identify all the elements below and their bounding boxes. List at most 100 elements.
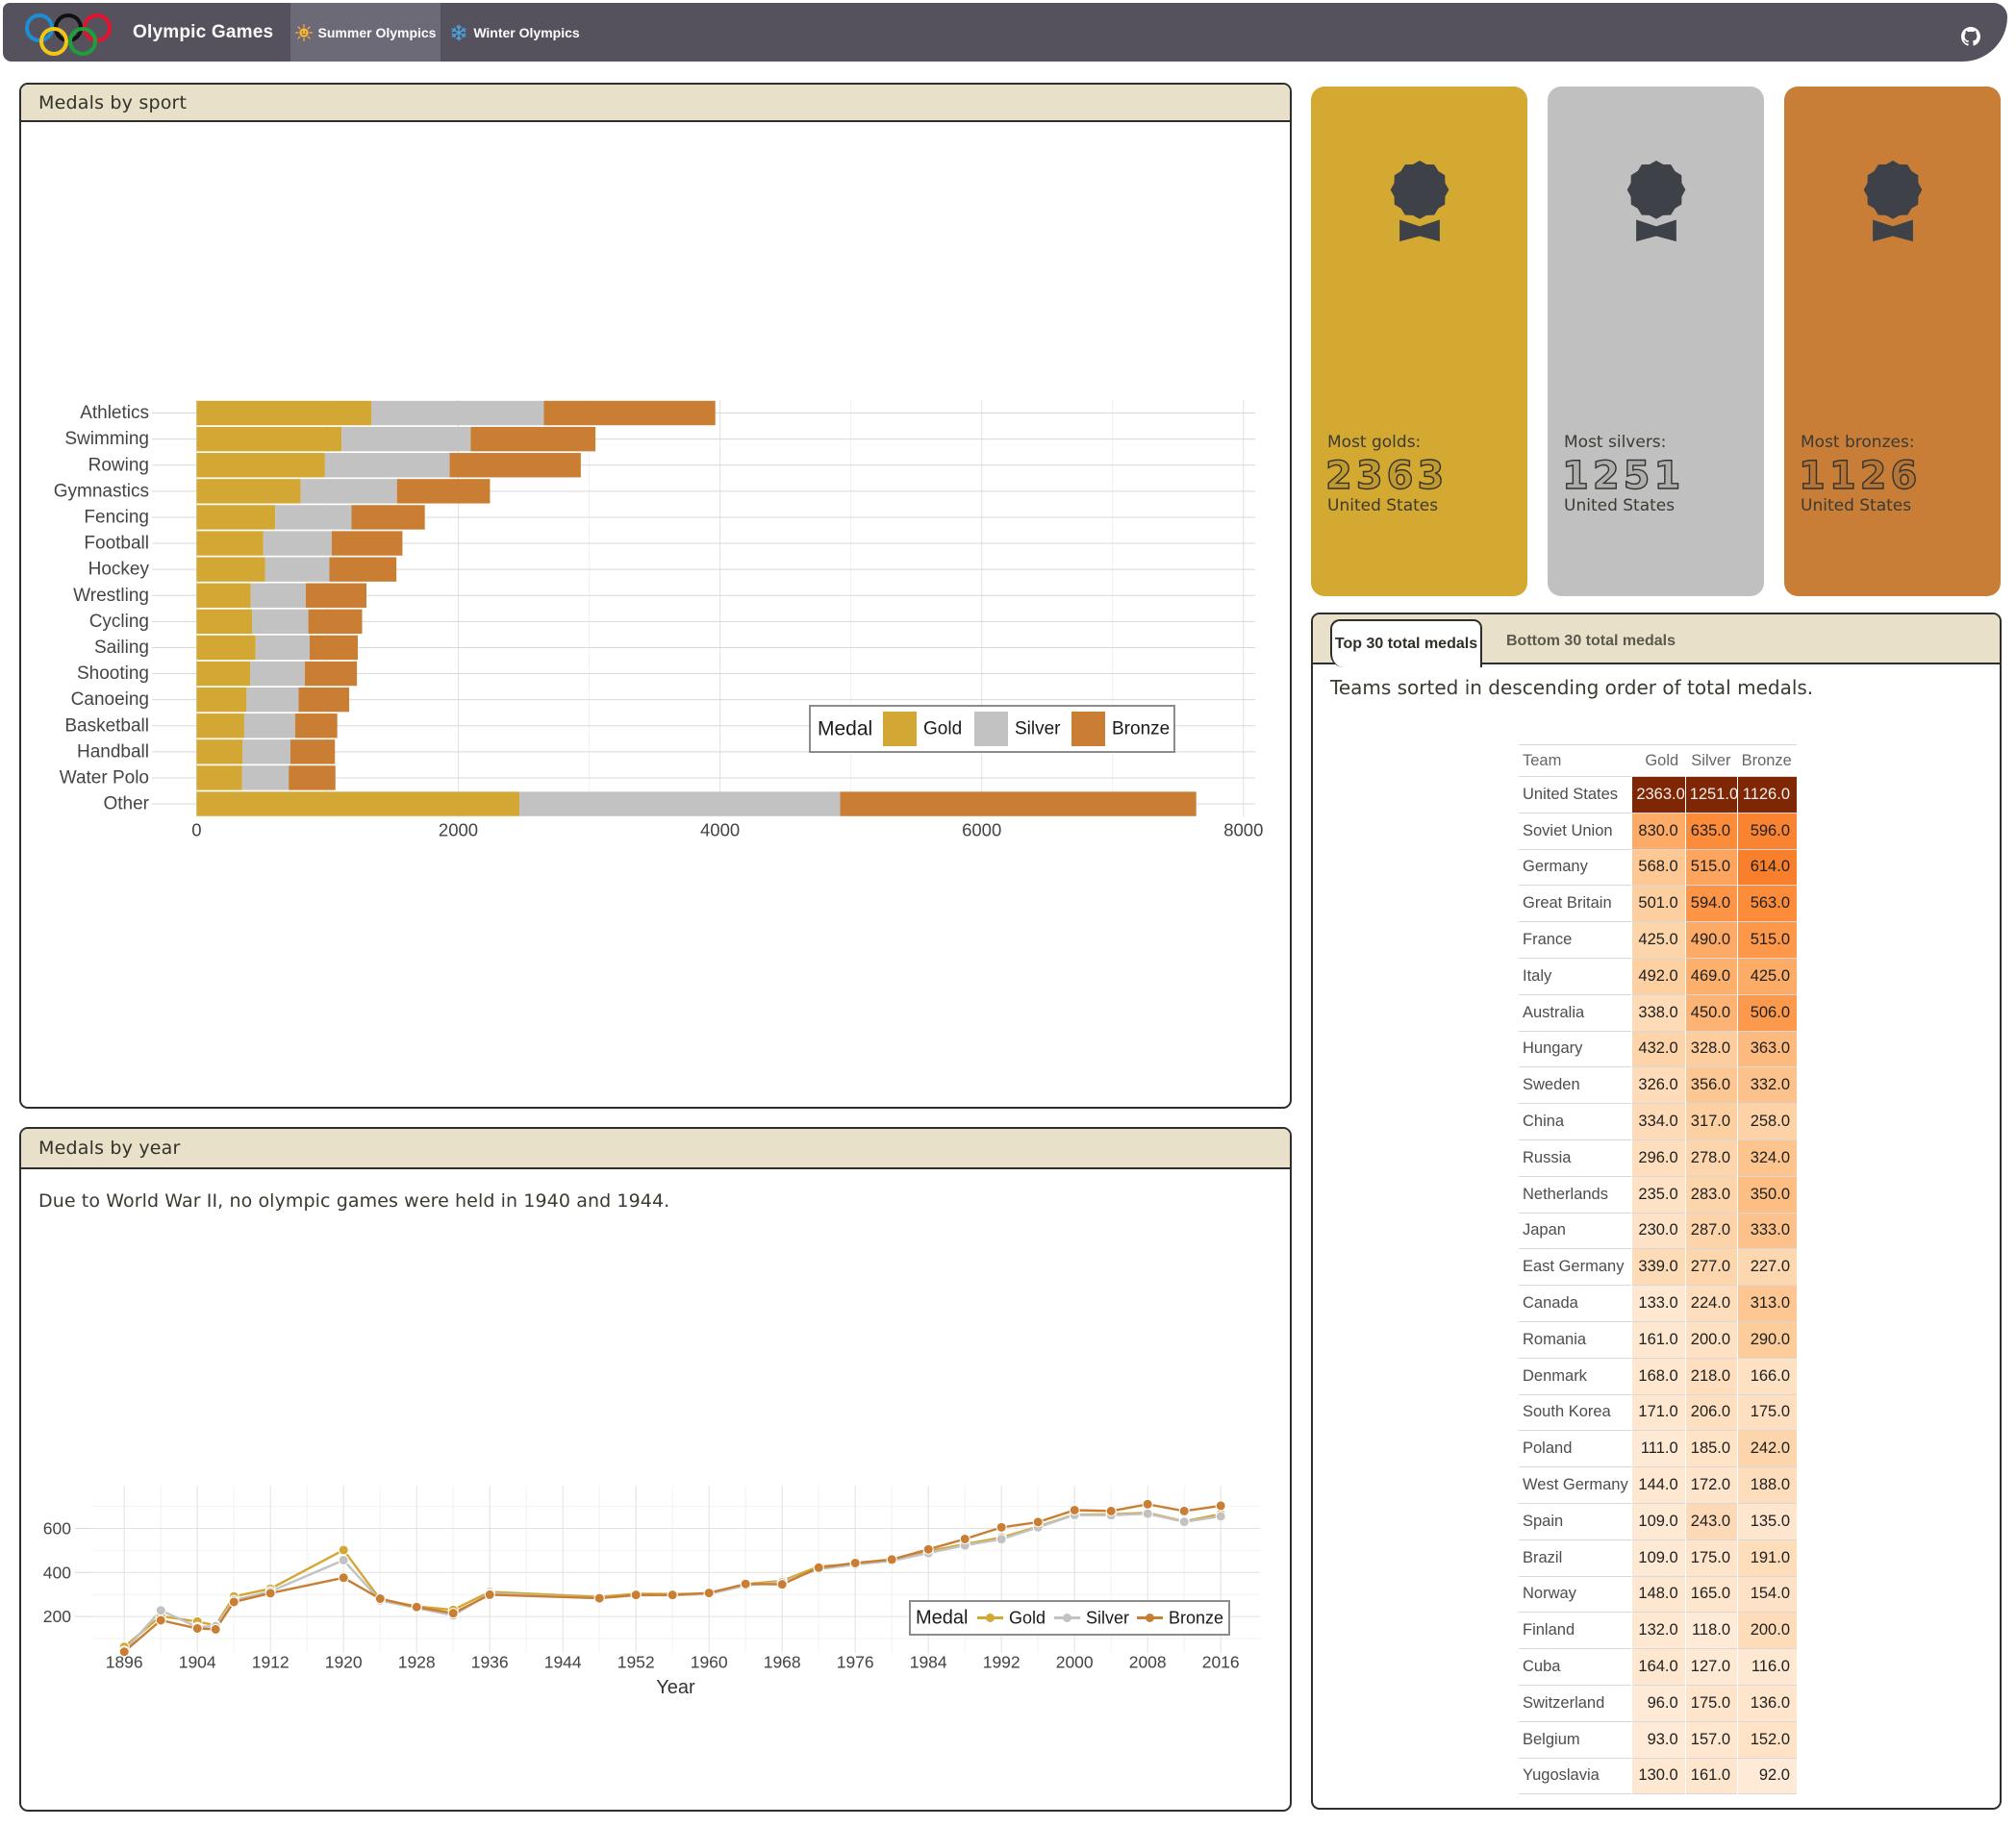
medal-count-cell: 333.0 <box>1737 1213 1797 1249</box>
medals-by-sport-header: Medals by sport <box>21 85 1290 122</box>
svg-text:Year: Year <box>656 1677 695 1698</box>
medal-count-cell: 1126.0 <box>1737 776 1797 813</box>
medal-count-cell: 132.0 <box>1631 1612 1686 1649</box>
svg-text:1968: 1968 <box>764 1653 801 1672</box>
table-row: Yugoslavia 130.0 161.0 92.0 <box>1519 1758 1797 1794</box>
team-name: West Germany <box>1523 1476 1628 1494</box>
svg-text:200: 200 <box>43 1607 71 1626</box>
github-icon <box>1961 27 1980 46</box>
team-name: Denmark <box>1523 1366 1587 1385</box>
medals-by-sport-chart[interactable]: Athletics Swimming Rowing Gymnastics Fencing… <box>21 122 1290 1107</box>
medal-count-cell: 469.0 <box>1684 958 1738 995</box>
medal-count-cell: 283.0 <box>1684 1176 1738 1214</box>
team-name: Cuba <box>1523 1658 1561 1676</box>
most-golds-card: Most golds: 2363 United States <box>1311 87 1527 596</box>
medal-count-cell: 161.0 <box>1631 1321 1686 1359</box>
medal-count-cell: 515.0 <box>1684 849 1738 886</box>
svg-text:Hockey: Hockey <box>88 560 150 580</box>
nav-tab-summer-olympics[interactable]: Summer Olympics <box>290 3 441 62</box>
svg-text:1912: 1912 <box>252 1653 290 1672</box>
medal-count-cell: 596.0 <box>1737 813 1797 850</box>
medal-count-cell: 258.0 <box>1737 1103 1797 1140</box>
medal-count-cell: 206.0 <box>1684 1394 1738 1431</box>
table-tabs-strip: Top 30 total medals Bottom 30 total meda… <box>1313 614 2000 667</box>
github-link[interactable] <box>1961 27 1980 46</box>
medal-count-cell: 93.0 <box>1631 1721 1686 1759</box>
medals-by-year-card: Medals by year Due to World War II, no o… <box>19 1127 1292 1812</box>
medal-count-cell: 290.0 <box>1737 1321 1797 1359</box>
most-silvers-team: United States <box>1564 496 1676 515</box>
legend-item-bronze[interactable]: Bronze <box>1071 712 1170 746</box>
legend-item-silver[interactable]: Silver <box>1054 1609 1129 1628</box>
legend-item-bronze[interactable]: Bronze <box>1137 1609 1223 1628</box>
medal-count-cell: 164.0 <box>1631 1648 1686 1686</box>
most-bronzes-team: United States <box>1801 496 1912 515</box>
svg-text:1952: 1952 <box>617 1653 655 1672</box>
medal-count-cell: 161.0 <box>1684 1758 1738 1794</box>
team-name: Norway <box>1523 1585 1576 1603</box>
most-silvers-value: 1251 <box>1561 453 1685 498</box>
medals-by-year-chart[interactable]: 200 400 600 1896 1904 1912 1920 1928 1936 1944 195… <box>21 1169 1290 1810</box>
navbar: Olympic Games Summer Olympics <box>3 3 2007 62</box>
medal-count-cell: 168.0 <box>1631 1358 1686 1395</box>
medals-by-year-header: Medals by year <box>21 1129 1290 1169</box>
tab-bottom-30-total-medals[interactable]: Bottom 30 total medals <box>1501 619 1680 663</box>
medal-count-cell: 171.0 <box>1631 1394 1686 1431</box>
svg-text:Handball: Handball <box>77 741 149 762</box>
svg-text:Bronze: Bronze <box>1112 719 1170 739</box>
svg-text:Cycling: Cycling <box>89 612 149 632</box>
table-row: East Germany 339.0 277.0 227.0 <box>1519 1248 1797 1286</box>
column-header-team: Team <box>1523 751 1562 769</box>
table-row: Norway 148.0 165.0 154.0 <box>1519 1576 1797 1613</box>
team-name: Australia <box>1523 1003 1585 1021</box>
svg-text:Sailing: Sailing <box>94 638 149 658</box>
svg-text:Fencing: Fencing <box>84 507 149 527</box>
table-row: Finland 132.0 118.0 200.0 <box>1519 1612 1797 1649</box>
legend-item-gold[interactable]: Gold <box>883 712 962 746</box>
medals-by-sport-title: Medals by sport <box>38 91 188 113</box>
most-bronzes-label: Most bronzes: <box>1801 433 1915 452</box>
svg-text:1992: 1992 <box>983 1653 1021 1672</box>
svg-text:Medal: Medal <box>916 1608 968 1629</box>
medal-count-cell: 339.0 <box>1631 1248 1686 1286</box>
table-row: Hungary 432.0 328.0 363.0 <box>1519 1031 1797 1067</box>
table-row: Sweden 326.0 356.0 332.0 <box>1519 1066 1797 1104</box>
medal-count-cell: 191.0 <box>1737 1539 1797 1577</box>
table-row: Spain 109.0 243.0 135.0 <box>1519 1503 1797 1540</box>
table-row: Australia 338.0 450.0 506.0 <box>1519 994 1797 1032</box>
nav-tab-winter-olympics[interactable]: Winter Olympics <box>441 3 590 62</box>
legend-item-gold[interactable]: Gold <box>977 1609 1046 1628</box>
table-description: Teams sorted in descending order of tota… <box>1330 676 1814 699</box>
team-name: Soviet Union <box>1523 821 1613 839</box>
medal-count-cell: 332.0 <box>1737 1066 1797 1104</box>
most-bronzes-value: 1126 <box>1798 453 1922 498</box>
team-name: Russia <box>1523 1148 1572 1166</box>
tab-top-30-total-medals[interactable]: Top 30 total medals <box>1330 619 1482 667</box>
medal-count-cell: 363.0 <box>1737 1031 1797 1067</box>
svg-text:Medal: Medal <box>818 718 872 740</box>
team-name: Italy <box>1523 966 1552 985</box>
medal-count-cell: 296.0 <box>1631 1139 1686 1177</box>
medal-count-cell: 185.0 <box>1684 1430 1738 1467</box>
medal-count-cell: 506.0 <box>1737 994 1797 1032</box>
most-golds-value: 2363 <box>1324 453 1449 498</box>
svg-text:600: 600 <box>43 1519 71 1539</box>
team-name: Belgium <box>1523 1730 1580 1748</box>
medal-count-cell: 165.0 <box>1684 1576 1738 1613</box>
team-name: South Korea <box>1523 1403 1611 1421</box>
tab-bottom-30-label: Bottom 30 total medals <box>1505 632 1676 649</box>
medal-count-cell: 425.0 <box>1631 921 1686 959</box>
table-row: Denmark 168.0 218.0 166.0 <box>1519 1358 1797 1395</box>
award-ribbon-icon <box>1863 161 1922 242</box>
medals-heatmap-table: Team Gold Silver Bronze United States 2363.0… <box>1519 744 1797 1794</box>
medal-count-cell: 130.0 <box>1631 1758 1686 1794</box>
svg-text:Canoeing: Canoeing <box>71 689 149 710</box>
medal-count-cell: 175.0 <box>1737 1394 1797 1431</box>
table-row: Belgium 93.0 157.0 152.0 <box>1519 1721 1797 1759</box>
medal-count-cell: 563.0 <box>1737 885 1797 922</box>
medal-count-cell: 152.0 <box>1737 1721 1797 1759</box>
table-row: Canada 133.0 224.0 313.0 <box>1519 1285 1797 1322</box>
legend-item-silver[interactable]: Silver <box>974 712 1061 746</box>
svg-text:2000: 2000 <box>1056 1653 1094 1672</box>
svg-text:400: 400 <box>43 1563 71 1582</box>
